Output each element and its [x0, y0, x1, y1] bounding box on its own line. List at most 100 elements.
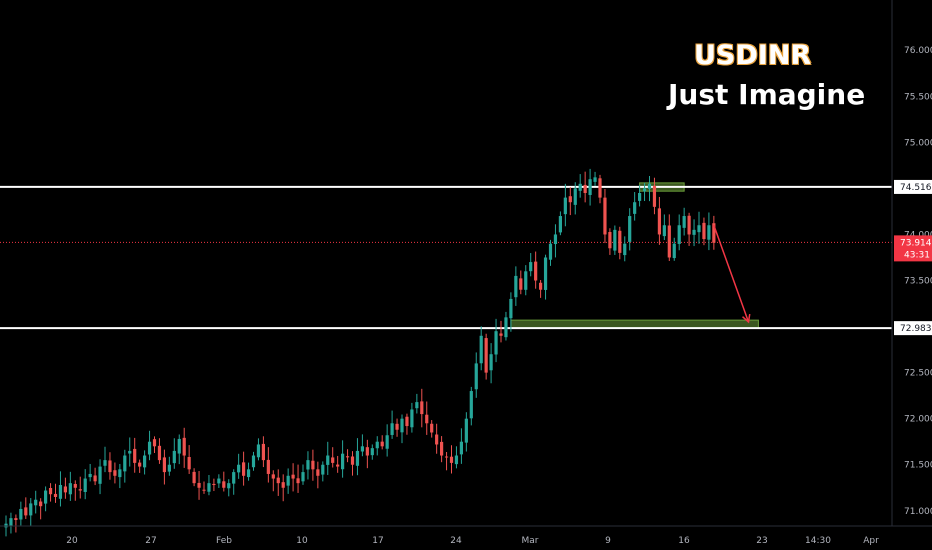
time-tick-label: 20 — [66, 536, 78, 546]
candle-body — [702, 222, 706, 240]
candle-body — [350, 456, 355, 465]
candle-body — [207, 483, 211, 492]
candle-body — [58, 484, 63, 499]
current-price-badge — [894, 235, 932, 262]
candle-body — [430, 423, 434, 433]
countdown-label: 43:31 — [904, 250, 930, 260]
candle-body — [529, 262, 533, 272]
time-tick-label: Apr — [863, 536, 879, 546]
candle-body — [281, 482, 285, 488]
candle-body — [440, 441, 444, 456]
candle-body — [558, 216, 562, 233]
candle-body — [9, 518, 13, 526]
candle-body — [598, 178, 602, 198]
caption-text: Just Imagine — [668, 78, 866, 111]
candle-body — [128, 450, 132, 454]
price-tick-label: 71.000 — [904, 507, 932, 517]
candle-body — [237, 464, 241, 473]
candle-body — [345, 456, 350, 458]
candle-body — [202, 489, 206, 491]
candle-body — [172, 450, 176, 464]
candle-body — [380, 441, 384, 447]
projection-arrow-head — [742, 313, 751, 324]
candle-body — [256, 444, 261, 458]
candle-body — [464, 418, 468, 443]
candle-body — [543, 257, 548, 290]
candle-body — [687, 215, 691, 235]
candle-body — [628, 216, 632, 242]
candle-body — [88, 473, 92, 478]
time-tick-label: 23 — [756, 536, 767, 546]
candle-body — [143, 455, 147, 468]
candle-body — [34, 499, 38, 506]
candle-body — [375, 441, 379, 449]
candle-body — [19, 508, 23, 520]
candle-body — [697, 225, 701, 233]
level-price-label: 72.983 — [900, 324, 932, 334]
candle-body — [341, 453, 345, 470]
candle-body — [588, 179, 592, 195]
candle-body — [405, 416, 409, 427]
candle-body — [103, 460, 107, 466]
candle-body — [118, 469, 122, 478]
candle-body — [336, 464, 340, 467]
time-tick-label: 24 — [450, 536, 462, 546]
time-tick-label: 9 — [605, 536, 611, 546]
candle-body — [499, 333, 503, 336]
arrow-layer — [713, 224, 751, 324]
candle-body — [39, 501, 43, 507]
candle-body — [296, 478, 300, 484]
candle-body — [435, 434, 439, 445]
symbol-title: USDINR — [694, 40, 812, 71]
candle-body — [355, 450, 360, 466]
price-tick-label: 72.000 — [904, 415, 932, 425]
candle-body — [578, 183, 582, 191]
candle-body — [167, 464, 171, 472]
candle-body — [390, 423, 394, 435]
candle-body — [93, 475, 97, 482]
candle-body — [301, 472, 305, 482]
level-price-badge — [894, 321, 932, 336]
candle-body — [113, 470, 117, 476]
candle-body — [14, 518, 18, 520]
candle-body — [53, 493, 58, 497]
candle-body — [563, 197, 567, 215]
time-tick-label: 17 — [372, 536, 383, 546]
candle-body — [63, 486, 67, 493]
candle-body — [420, 401, 424, 415]
candle-body — [138, 462, 142, 467]
candle-body — [232, 472, 236, 484]
candle-body — [553, 234, 558, 245]
candle-body — [182, 437, 186, 456]
candle-body — [370, 448, 374, 456]
candle-body — [662, 225, 666, 237]
candle-body — [425, 414, 429, 424]
candle-body — [638, 193, 642, 201]
candle-body — [449, 456, 454, 463]
candle-body — [395, 423, 399, 430]
candle-body — [266, 459, 270, 474]
candle-body — [246, 469, 251, 478]
candle-body — [400, 418, 404, 433]
candle-body — [187, 457, 191, 470]
candle-body — [177, 438, 181, 454]
candle-body — [78, 489, 82, 491]
candle-body — [707, 225, 711, 240]
candle-body — [192, 471, 196, 484]
candle-body — [484, 338, 488, 373]
candle-body — [385, 435, 389, 449]
candle-body — [123, 455, 127, 472]
candle-body — [583, 184, 587, 194]
candle-body — [682, 216, 686, 228]
candle-body — [568, 196, 572, 203]
candle-body — [618, 230, 622, 253]
projection-arrow-line[interactable] — [713, 224, 750, 323]
candle-body — [608, 232, 612, 249]
candle-body — [321, 464, 325, 475]
candle-body — [489, 354, 493, 371]
candle-body — [459, 441, 463, 455]
time-tick-label: 16 — [678, 536, 690, 546]
candle-body — [519, 278, 523, 290]
candle-body — [261, 443, 265, 461]
